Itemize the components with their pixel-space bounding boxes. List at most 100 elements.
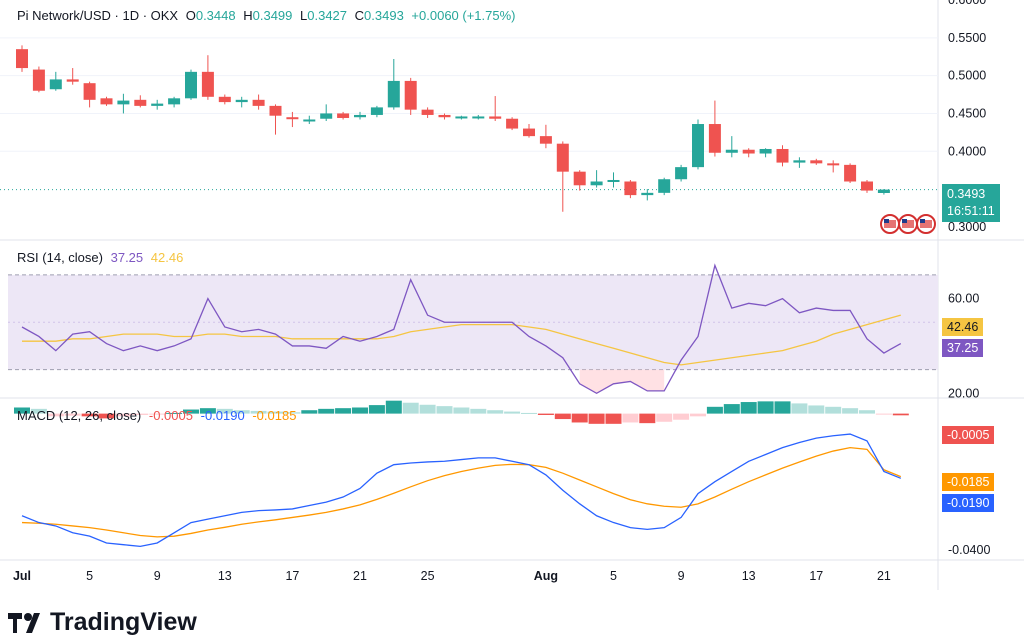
rsi-title[interactable]: RSI (14, close) — [17, 250, 103, 265]
candle-body — [658, 179, 671, 193]
candle-body — [32, 69, 45, 91]
macd-histogram-bar — [605, 413, 622, 424]
macd-histogram-bar — [571, 413, 588, 423]
macd-histogram-bar — [808, 405, 825, 414]
macd-histogram-bar — [453, 407, 470, 414]
candle-body — [556, 143, 569, 172]
rsi-tick-label: 20.00 — [948, 386, 979, 400]
candle-body — [793, 160, 806, 163]
macd-signal-tag: -0.0185 — [942, 473, 995, 491]
rsi-line — [21, 263, 902, 395]
candle-body — [523, 128, 535, 137]
candle-body — [168, 98, 181, 105]
candle-body — [235, 99, 248, 103]
candle-body — [827, 163, 840, 166]
candle-body — [489, 116, 502, 119]
macd-title[interactable]: MACD (12, 26, close) — [17, 408, 142, 423]
candle-body — [776, 148, 789, 163]
candle-body — [641, 192, 654, 196]
macd-histogram-bar — [673, 413, 690, 420]
candle-body — [725, 149, 738, 153]
macd-histogram-bar — [183, 409, 199, 414]
macd-histogram-bar — [554, 413, 571, 420]
us-flag-stripe — [884, 220, 896, 228]
us-flag-canton — [902, 219, 907, 223]
price-tick-label: 0.4500 — [948, 106, 986, 120]
last-price-tag: 0.3493 16:51:11 — [942, 184, 1000, 222]
macd-histogram-bar — [385, 400, 402, 414]
candle-body — [66, 79, 79, 82]
macd-histogram-bar — [470, 408, 487, 414]
time-axis-label: Jul — [13, 569, 31, 583]
candle-body — [573, 171, 586, 186]
macd-histogram-bar — [233, 410, 250, 414]
macd-histogram-bar — [64, 413, 81, 416]
macd-signal-line — [21, 447, 902, 538]
price-tick-label: 0.3000 — [948, 220, 986, 234]
candle-body — [151, 103, 164, 106]
candle-body — [675, 167, 688, 180]
candle-body — [269, 105, 282, 116]
tradingview-logo[interactable]: TradingView — [8, 608, 197, 637]
macd-histogram-bar — [81, 413, 98, 417]
macd-histogram-bar — [740, 402, 757, 414]
time-axis-label: 5 — [86, 569, 93, 583]
rsi-oversold-fill — [579, 369, 665, 394]
macd-tick-label: -0.0400 — [948, 543, 990, 557]
candle-body — [370, 107, 383, 115]
high-label: H — [243, 8, 253, 23]
symbol-title[interactable]: Pi Network/USD · 1D · OKX — [17, 8, 179, 23]
candle-body — [861, 181, 873, 191]
macd-histogram-bar — [335, 408, 352, 414]
macd-histogram-bar — [301, 410, 318, 414]
candle-body — [404, 80, 417, 110]
price-legend: Pi Network/USD · 1D · OKX O0.3448 H0.349… — [17, 8, 516, 23]
candle-body — [472, 116, 485, 119]
macd-histogram-bar — [352, 407, 368, 414]
macd-histogram-bar — [419, 404, 436, 414]
candle-body — [134, 99, 147, 106]
price-tick-label: 0.5000 — [948, 69, 986, 83]
us-flag-canton — [884, 219, 889, 223]
macd-histogram-bar — [521, 412, 537, 414]
macd-histogram-bar — [368, 405, 385, 414]
candle-body — [539, 136, 552, 144]
macd-histogram-bar — [706, 406, 723, 414]
macd-histogram-bar — [487, 410, 504, 414]
macd-hist-tag: -0.0005 — [942, 426, 995, 444]
change-value: +0.0060 (+1.75%) — [411, 8, 516, 23]
candle-body — [810, 160, 823, 164]
macd-histogram-bar — [774, 401, 791, 414]
macd-hist-value: -0.0005 — [148, 408, 193, 423]
low-value: 0.3427 — [307, 8, 348, 23]
macd-histogram-bar — [656, 413, 673, 422]
open-value: 0.3448 — [195, 8, 236, 23]
macd-histogram-bar — [318, 408, 335, 414]
macd-histogram-bar — [757, 401, 774, 414]
macd-histogram-bar — [504, 411, 521, 414]
candle-body — [455, 116, 468, 119]
rsi-tick-label: 60.00 — [948, 292, 979, 306]
brand-name: TradingView — [50, 608, 197, 636]
macd-legend: MACD (12, 26, close) -0.0005 -0.0190 -0.… — [17, 408, 296, 423]
macd-histogram-bar — [690, 413, 706, 417]
macd-histogram-bar — [14, 407, 30, 414]
last-price: 0.3493 — [947, 187, 986, 201]
candle-body — [692, 124, 704, 168]
candle-body — [320, 113, 333, 119]
candle-body — [16, 49, 28, 69]
macd-histogram-bar — [842, 408, 859, 414]
candle-body — [421, 109, 434, 115]
macd-histogram-bar — [791, 403, 808, 414]
time-axis-label: 5 — [610, 569, 617, 583]
high-value: 0.3499 — [252, 8, 293, 23]
price-tick-label: 0.6000 — [948, 0, 986, 7]
time-axis-label: Aug — [534, 569, 558, 583]
price-tick-label: 0.4000 — [948, 144, 986, 158]
rsi-ma-tag: 42.46 — [942, 318, 984, 336]
bar-countdown: 16:51:11 — [947, 204, 995, 218]
macd-histogram-bar — [588, 413, 605, 424]
time-axis-label: 9 — [154, 569, 161, 583]
macd-histogram-bar — [284, 412, 301, 414]
open-label: O — [185, 8, 196, 23]
